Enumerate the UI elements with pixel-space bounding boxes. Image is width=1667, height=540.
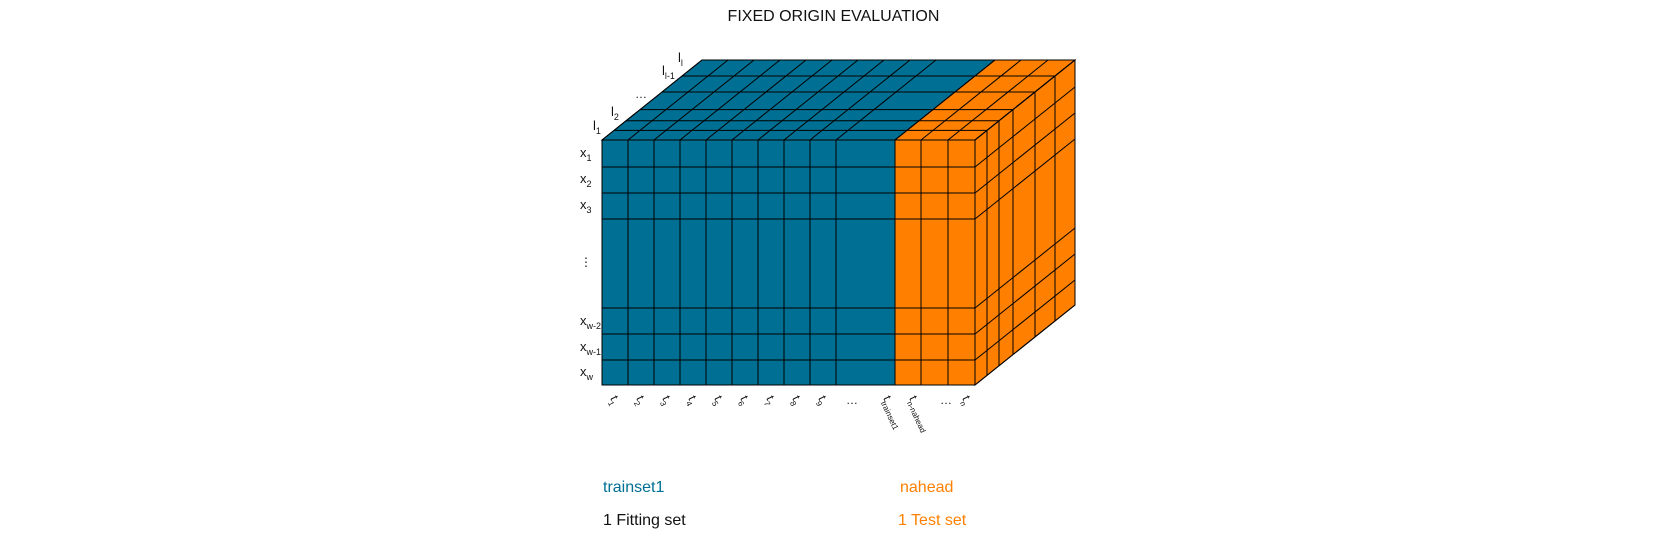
side-row-line (974, 86, 1076, 168)
diagram-title: FIXED ORIGIN EVALUATION (727, 8, 940, 25)
cube-faces (600, 58, 1077, 387)
column-label: t7 (761, 393, 780, 408)
column-label: t5 (709, 393, 728, 408)
top-col-line (835, 59, 937, 141)
side-row-line (974, 59, 1076, 141)
column-label: … (846, 393, 858, 407)
layer-label: ll (678, 50, 683, 68)
top-col-line (783, 59, 885, 141)
side-row-line (974, 227, 1076, 309)
top-col-line (894, 59, 996, 141)
side-row-line (974, 138, 1076, 220)
front-face-train (601, 139, 896, 386)
side-row-line (974, 304, 1076, 386)
row-label: xw-1 (580, 339, 601, 357)
legend-test-name: nahead (900, 479, 954, 496)
row-labels: x1 x2 x3 ⋮ xw-2 xw-1 xw (580, 145, 601, 382)
column-label: … (940, 393, 952, 407)
layer-labels: l1 l2 … ll-1ll (593, 50, 683, 136)
legend-test-desc: 1 Test set (898, 512, 967, 529)
column-label: t4 (683, 393, 702, 408)
column-label: t9 (813, 393, 832, 408)
top-col-line (627, 59, 729, 141)
column-label: tn (957, 393, 976, 407)
top-col-line (653, 59, 755, 141)
top-col-line (809, 59, 911, 141)
column-label: tn-nahead (904, 393, 935, 434)
layer-label: l1 (593, 118, 601, 136)
side-row-line (974, 279, 1076, 361)
column-label: t1 (605, 393, 624, 408)
top-col-line (705, 59, 807, 141)
side-row-line (974, 253, 1076, 335)
cube-grid-lines (601, 59, 1076, 386)
top-col-line (920, 59, 1022, 141)
top-col-line (679, 59, 781, 141)
row-label: xw-2 (580, 313, 601, 331)
column-label: t2 (631, 393, 650, 408)
layer-label: l2 (611, 104, 619, 122)
column-label: t8 (787, 393, 806, 408)
front-face-test (894, 139, 976, 386)
row-label: x1 (580, 145, 592, 163)
top-col-line (731, 59, 833, 141)
top-col-line (757, 59, 859, 141)
side-row-line (974, 112, 1076, 194)
row-label: xw (580, 364, 594, 382)
row-label: x3 (580, 197, 592, 215)
top-col-line (947, 59, 1049, 141)
column-label: ttrainset1 (878, 393, 908, 432)
row-label: x2 (580, 171, 592, 189)
layer-label: ll-1 (662, 63, 675, 81)
layer-label: … (635, 87, 647, 101)
column-label: t6 (735, 393, 754, 408)
top-col-line (601, 59, 703, 141)
row-label: ⋮ (580, 255, 592, 269)
legend-train-name: trainset1 (603, 479, 665, 496)
column-label: t3 (657, 393, 676, 408)
legend-train-desc: 1 Fitting set (603, 512, 686, 529)
